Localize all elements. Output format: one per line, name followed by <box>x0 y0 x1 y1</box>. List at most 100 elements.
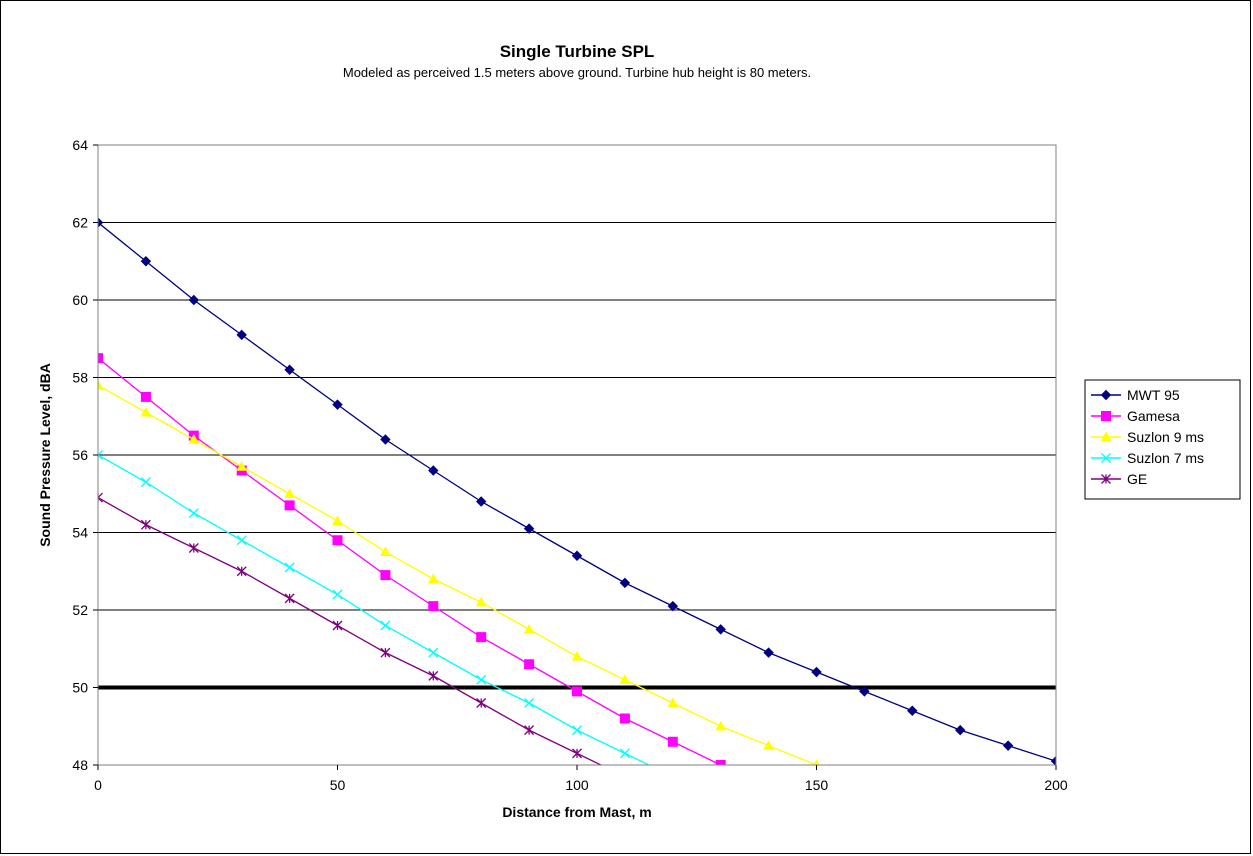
data-point <box>428 601 439 612</box>
legend-item: Suzlon 9 ms <box>1091 429 1204 445</box>
legend-item: Suzlon 7 ms <box>1091 450 1204 466</box>
data-point <box>475 596 487 607</box>
legend-item: MWT 95 <box>1091 387 1180 403</box>
data-point <box>620 772 629 781</box>
data-point <box>475 496 487 507</box>
x-axis-label: Distance from Mast, m <box>502 804 651 820</box>
data-point <box>332 515 343 525</box>
data-point <box>236 461 248 471</box>
data-point <box>284 500 295 511</box>
data-point <box>236 566 247 577</box>
data-point <box>667 697 679 708</box>
data-point <box>715 760 726 765</box>
data-point <box>667 600 679 612</box>
data-point <box>619 713 630 724</box>
x-tick-label: 150 <box>805 777 829 793</box>
data-point <box>140 256 152 267</box>
data-point <box>907 705 918 716</box>
data-point <box>427 573 439 584</box>
series-line <box>98 497 603 765</box>
data-point <box>332 399 343 410</box>
y-tick-label: 48 <box>72 757 88 773</box>
y-tick-label: 56 <box>72 447 88 463</box>
y-tick-label: 50 <box>72 680 88 696</box>
data-point <box>571 550 583 561</box>
series-0 <box>98 217 1056 765</box>
data-point <box>332 535 343 546</box>
y-tick-label: 52 <box>72 602 88 618</box>
data-point <box>619 577 631 589</box>
data-point <box>668 772 677 781</box>
data-point <box>619 674 631 684</box>
data-point <box>476 632 487 643</box>
legend-label: GE <box>1127 471 1147 487</box>
y-tick-label: 62 <box>72 215 88 231</box>
series-2 <box>98 379 820 765</box>
series-4 <box>98 492 629 781</box>
data-point <box>284 364 295 375</box>
legend-label: MWT 95 <box>1127 387 1180 403</box>
data-point <box>236 535 247 546</box>
data-point <box>284 488 295 498</box>
series-line <box>98 384 819 765</box>
data-point <box>188 508 199 519</box>
y-axis-label: Sound Pressure Level, dBA <box>37 363 53 547</box>
data-point <box>523 523 535 534</box>
data-point <box>667 736 678 747</box>
data-point <box>284 593 295 604</box>
series-1 <box>98 353 726 765</box>
data-point <box>98 353 103 364</box>
data-point <box>476 674 487 685</box>
data-point <box>188 433 200 444</box>
legend-swatch-marker <box>1101 453 1111 463</box>
data-point <box>524 698 535 708</box>
data-point <box>428 465 439 476</box>
data-point <box>715 720 727 731</box>
chart-title: Single Turbine SPL <box>499 42 655 61</box>
data-point <box>332 620 343 631</box>
data-point <box>524 725 535 736</box>
data-point <box>572 748 582 759</box>
data-point <box>284 562 295 573</box>
data-point <box>428 647 439 658</box>
x-tick-label: 100 <box>565 777 589 793</box>
chart-subtitle: Modeled as perceived 1.5 meters above gr… <box>342 65 812 80</box>
series-line <box>98 221 1056 762</box>
data-point <box>763 647 774 658</box>
legend-swatch-marker <box>1101 411 1111 421</box>
y-tick-label: 64 <box>72 137 88 153</box>
x-tick-label: 50 <box>330 777 346 793</box>
data-point <box>859 686 870 697</box>
series-group <box>98 217 1056 781</box>
data-point <box>1050 755 1056 765</box>
legend-item: GE <box>1091 471 1147 487</box>
data-point <box>715 624 726 635</box>
legend-label: Gamesa <box>1127 408 1180 424</box>
data-point <box>332 589 343 600</box>
data-point <box>619 748 630 759</box>
data-point <box>524 659 535 670</box>
x-axis-ticks: 0 50 100 150 200 <box>94 765 1068 793</box>
data-point <box>98 492 103 503</box>
y-axis-ticks: 48 50 52 54 56 58 60 62 64 <box>72 137 98 773</box>
series-3 <box>98 450 677 781</box>
legend-item: Gamesa <box>1091 408 1180 424</box>
data-point <box>1002 740 1014 751</box>
data-point <box>188 294 200 306</box>
y-tick-label: 54 <box>72 525 88 541</box>
legend-label: Suzlon 7 ms <box>1127 450 1204 466</box>
data-point <box>523 623 535 634</box>
data-point <box>811 666 822 678</box>
legend-swatch-marker <box>1100 389 1112 401</box>
series-line <box>98 454 651 765</box>
data-point <box>571 650 583 661</box>
data-point <box>98 379 104 390</box>
data-point <box>954 724 966 736</box>
data-point <box>380 570 391 581</box>
data-point <box>140 391 151 402</box>
data-point <box>380 434 391 445</box>
gridlines <box>98 222 1056 688</box>
data-point <box>236 329 247 341</box>
